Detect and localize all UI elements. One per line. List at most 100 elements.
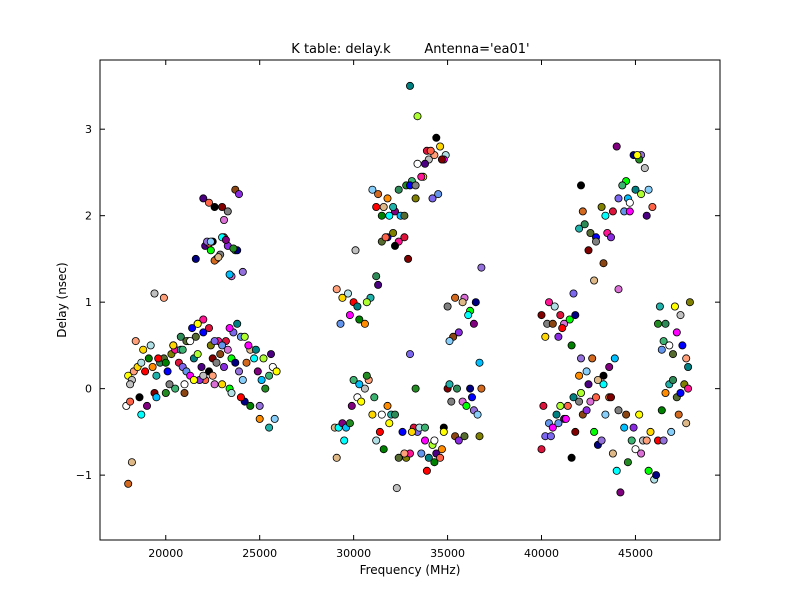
data-point: [336, 319, 345, 328]
data-point: [199, 371, 208, 380]
data-point: [400, 233, 409, 242]
data-point: [417, 172, 426, 181]
data-point: [599, 380, 608, 389]
data-point: [360, 384, 369, 393]
data-point: [654, 319, 663, 328]
data-point: [161, 358, 170, 367]
data-point: [234, 367, 243, 376]
data-point: [212, 358, 221, 367]
data-point: [593, 375, 602, 384]
data-point: [372, 272, 381, 281]
y-axis-label: Delay (nsec): [55, 262, 69, 337]
data-point: [430, 458, 439, 467]
data-point: [607, 393, 616, 402]
data-point: [616, 488, 625, 497]
data-point: [466, 384, 475, 393]
y-tick-label: 2: [85, 210, 92, 223]
data-point: [242, 358, 251, 367]
data-point: [569, 289, 578, 298]
y-tick-label: −1: [76, 469, 92, 482]
data-point: [193, 350, 202, 359]
data-point: [253, 367, 262, 376]
data-point: [445, 337, 454, 346]
data-point: [355, 315, 364, 324]
data-point: [684, 362, 693, 371]
data-point: [436, 142, 445, 151]
data-point: [206, 237, 215, 246]
data-point: [351, 246, 360, 255]
data-point: [261, 384, 270, 393]
data-point: [368, 410, 377, 419]
data-point: [537, 311, 546, 320]
data-point: [270, 414, 279, 423]
data-point: [154, 354, 163, 363]
data-point: [413, 159, 422, 168]
data-point: [661, 388, 670, 397]
data-point: [437, 155, 446, 164]
data-point: [251, 345, 260, 354]
data-point: [556, 311, 565, 320]
data-point: [676, 311, 685, 320]
data-point: [146, 341, 155, 350]
data-point: [219, 215, 228, 224]
data-point: [447, 397, 456, 406]
data-point: [377, 211, 386, 220]
data-point: [223, 345, 232, 354]
data-point: [620, 423, 629, 432]
data-point: [236, 393, 245, 402]
x-tick-label: 45000: [618, 547, 653, 560]
data-point: [193, 319, 202, 328]
data-point: [144, 354, 153, 363]
data-point: [608, 207, 617, 216]
data-point: [411, 384, 420, 393]
data-point: [554, 419, 563, 428]
data-point: [266, 350, 275, 359]
data-point: [661, 319, 670, 328]
data-point: [424, 453, 433, 462]
data-point: [682, 354, 691, 363]
data-point: [428, 194, 437, 203]
data-point: [413, 112, 422, 121]
data-point: [430, 436, 439, 445]
data-point: [152, 393, 161, 402]
data-point: [186, 337, 195, 346]
data-point: [218, 202, 227, 211]
data-point: [221, 235, 230, 244]
data-point: [539, 401, 548, 410]
y-tick-label: 0: [85, 383, 92, 396]
data-point: [644, 466, 653, 475]
data-point: [126, 380, 135, 389]
data-point: [674, 410, 683, 419]
data-point: [238, 375, 247, 384]
data-point: [208, 371, 217, 380]
data-point: [219, 362, 228, 371]
data-point: [469, 319, 478, 328]
data-point: [631, 445, 640, 454]
data-point: [392, 484, 401, 493]
data-point: [605, 362, 614, 371]
x-axis-ticks: 20000 25000 30000 35000 40000 45000: [148, 60, 653, 560]
data-point: [227, 388, 236, 397]
data-point: [390, 241, 399, 250]
data-point: [240, 332, 249, 341]
data-point: [199, 315, 208, 324]
data-point: [229, 244, 238, 253]
data-point: [648, 202, 657, 211]
x-axis-label: Frequency (MHz): [360, 563, 461, 577]
data-point: [545, 298, 554, 307]
data-point: [259, 354, 268, 363]
data-point: [432, 133, 441, 142]
data-point: [231, 358, 240, 367]
data-point: [407, 427, 416, 436]
data-point: [272, 367, 281, 376]
x-tick-label: 20000: [148, 547, 183, 560]
data-point: [225, 324, 234, 333]
data-point: [189, 375, 198, 384]
data-point: [379, 202, 388, 211]
data-point: [577, 354, 586, 363]
data-point: [404, 254, 413, 263]
data-point: [460, 432, 469, 441]
data-point: [586, 228, 595, 237]
data-point: [599, 371, 608, 380]
